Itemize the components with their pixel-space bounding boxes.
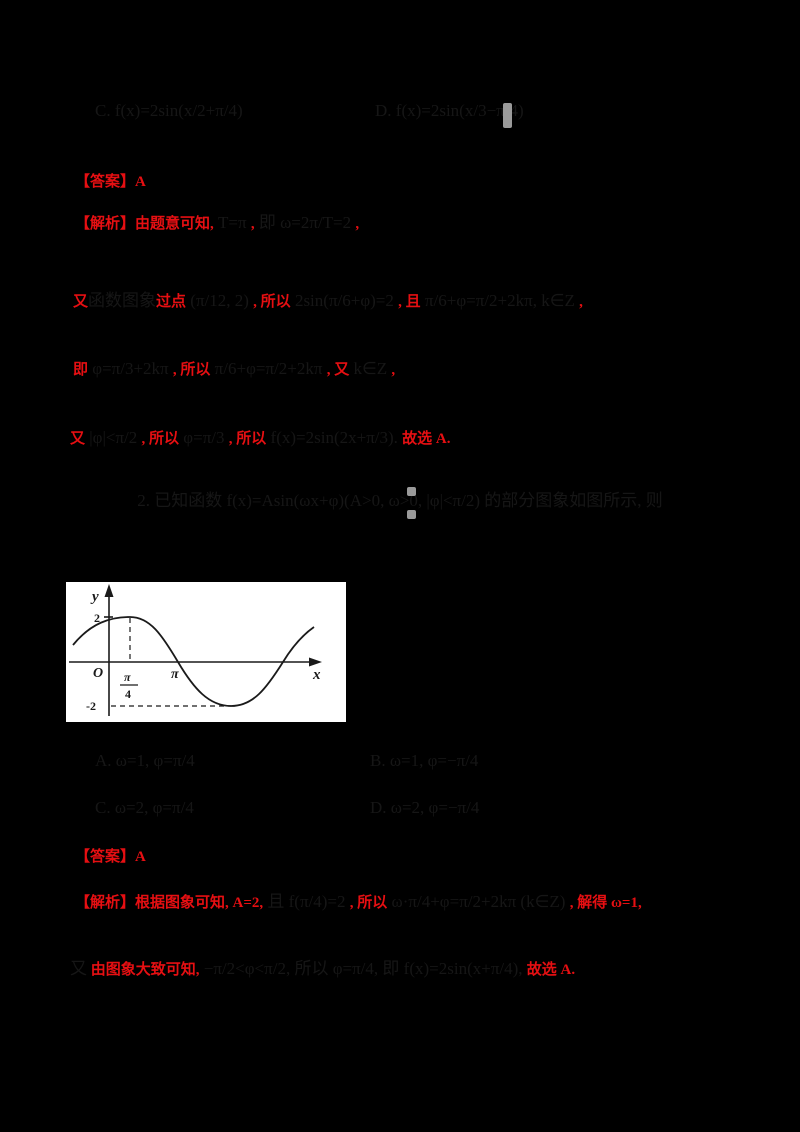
text-segment: , 且: [398, 294, 421, 310]
q2-analysis-line-1: 【解析】根据图象可知, A=2, 且 f(π/4)=2 , 所以 ω·π/4+φ…: [75, 891, 642, 914]
text-segment: 又: [70, 431, 86, 447]
q1-analysis-line-3: 即 φ=π/3+2kπ , 所以 π/6+φ=π/2+2kπ , 又 k∈Z ,: [73, 358, 395, 381]
origin-label: O: [93, 666, 103, 681]
text-segment: ω·π/4+φ=π/2+2kπ (k∈Z): [387, 892, 570, 911]
text-segment: π/6+φ=π/2+2kπ: [210, 359, 327, 378]
q2-analysis-line-2: 又 由图象大致可知, −π/2<φ<π/2, 所以 φ=π/4, 即 f(x)=…: [70, 958, 575, 981]
sine-curve: [72, 616, 315, 707]
q2-option-a: A. ω=1, φ=π/4: [95, 751, 195, 770]
x-axis-label: x: [312, 667, 321, 683]
q1-option-d: D. f(x)=2sin(x/3−π/4): [375, 101, 524, 120]
text-segment: 又: [73, 294, 89, 310]
q1-option-c: C. f(x)=2sin(x/2+π/4): [95, 101, 243, 120]
answer-label: 【答案】A: [75, 174, 146, 190]
q1-analysis-line-2: 又函数图象过点 (π/12, 2) , 所以 2sin(π/6+φ)=2 , 且…: [73, 290, 583, 313]
text-segment: 【解析】由题意可知,: [75, 216, 214, 232]
text-segment: 故选 A.: [526, 962, 576, 978]
pi4-numerator: π: [124, 670, 131, 684]
text-segment: ,: [391, 362, 396, 378]
text-segment: π/6+φ=π/2+2kπ, k∈Z: [420, 291, 580, 310]
render-artifact: [407, 487, 416, 496]
text-segment: 由图象大致可知,: [87, 962, 200, 978]
text-segment: 2. 已知函数 f(x)=Asin(ωx+φ)(A>0, ω>0, |φ|<π/…: [137, 491, 663, 510]
text-segment: , 所以: [172, 362, 211, 378]
q2-option-c: C. ω=2, φ=π/4: [95, 798, 194, 817]
q1-analysis-line-1: 【解析】由题意可知, T=π , 即 ω=2π/T=2 ,: [75, 212, 359, 235]
text-segment: 故选 A.: [402, 431, 451, 447]
text-segment: , 所以: [228, 431, 267, 447]
q1-analysis-line-4: 又 |φ|<π/2 , 所以 φ=π/3 , 所以 f(x)=2sin(2x+π…: [70, 427, 451, 450]
text-segment: ,: [579, 294, 583, 310]
q2-option-d: D. ω=2, φ=−π/4: [370, 798, 480, 817]
text-segment: 【解析】根据图象可知, A=2,: [75, 895, 264, 911]
sine-graph-figure: y x O 2 -2 π π 4: [66, 582, 346, 722]
text-segment: ,: [355, 216, 360, 232]
pi4-denominator: 4: [125, 687, 131, 701]
text-segment: , 解得 ω=1,: [569, 895, 642, 911]
text-segment: 又: [70, 959, 87, 978]
y-axis-label: y: [90, 589, 99, 605]
text-segment: , 所以: [141, 431, 180, 447]
text-segment: 函数图象: [88, 291, 157, 310]
text-segment: φ=π/3: [179, 428, 229, 447]
y-min-label: -2: [86, 699, 96, 713]
text-segment: 过点: [156, 294, 187, 310]
text-segment: −π/2<φ<π/2, 所以 φ=π/4, 即 f(x)=2sin(x+π/4)…: [199, 959, 527, 978]
text-segment: , 所以: [253, 294, 291, 310]
text-segment: 即 ω=2π/T=2: [254, 213, 356, 232]
answer-label: 【答案】A: [75, 849, 146, 865]
q1-answer: 【答案】A: [75, 170, 146, 193]
text-segment: |φ|<π/2: [85, 428, 142, 447]
pi-tick-label: π: [171, 667, 179, 682]
y-axis-arrow-icon: [104, 584, 114, 597]
text-segment: 2sin(π/6+φ)=2: [290, 291, 399, 310]
y-max-label: 2: [94, 611, 100, 625]
text-segment: T=π: [213, 213, 251, 232]
text-segment: ,: [250, 216, 255, 232]
text-segment: (π/12, 2): [186, 291, 254, 310]
formula-highlight-artifact: [503, 103, 512, 128]
text-segment: , 又: [326, 362, 350, 378]
sine-graph-svg: y x O 2 -2 π π 4: [69, 584, 322, 716]
q2-option-b: B. ω=1, φ=−π/4: [370, 751, 479, 770]
text-segment: φ=π/3+2kπ: [88, 359, 173, 378]
text-segment: , 所以: [349, 895, 388, 911]
text-segment: 即: [73, 362, 89, 378]
text-segment: f(x)=2sin(2x+π/3).: [266, 428, 403, 447]
text-segment: k∈Z: [349, 359, 392, 378]
render-artifact: [407, 510, 416, 519]
q2-answer: 【答案】A: [75, 845, 146, 868]
q2-stem: 2. 已知函数 f(x)=Asin(ωx+φ)(A>0, ω>0, |φ|<π/…: [0, 490, 800, 513]
x-axis-arrow-icon: [309, 657, 322, 667]
text-segment: 且 f(π/4)=2: [263, 892, 350, 911]
